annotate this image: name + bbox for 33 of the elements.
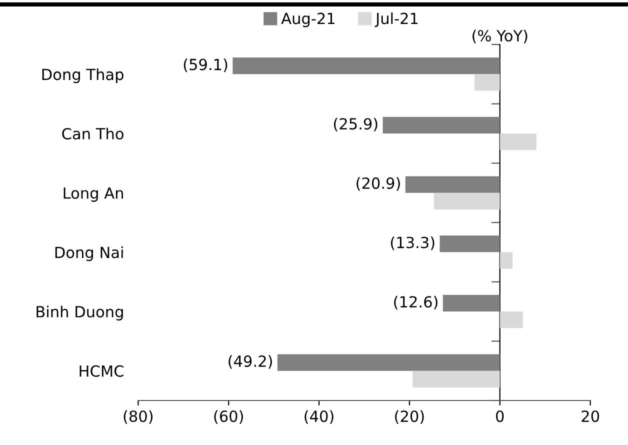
- bar: [277, 354, 500, 371]
- x-tick-label: (80): [124, 410, 153, 424]
- bar: [474, 74, 500, 91]
- data-label: (20.9): [356, 177, 400, 191]
- y-tick-label: Can Tho: [62, 128, 124, 140]
- data-label: (59.1): [184, 58, 228, 72]
- y-tick-label: Binh Duong: [36, 306, 123, 320]
- y-tick-label: Dong Thap: [42, 68, 124, 84]
- data-label: (13.3): [390, 236, 434, 250]
- x-tick-label: 0: [496, 410, 504, 422]
- bar: [500, 312, 523, 328]
- x-tick-label: (40): [304, 410, 334, 424]
- bar: [405, 176, 500, 193]
- bar: [442, 294, 500, 312]
- x-tick-label: (20): [395, 410, 424, 424]
- bar: [500, 252, 513, 269]
- x-tick-label: 20: [582, 410, 600, 422]
- bar: [382, 116, 500, 134]
- bar: [440, 236, 500, 252]
- bar: [412, 370, 500, 388]
- x-tick-label: (60): [214, 410, 243, 424]
- data-label: (25.9): [334, 118, 378, 132]
- y-tick-label: Dong Nai: [55, 246, 123, 262]
- legend-label: Aug-21: [281, 12, 334, 28]
- bar: [434, 192, 500, 210]
- data-label: (49.2): [228, 355, 272, 369]
- bar: [500, 134, 537, 150]
- text: (% YoY): [472, 30, 528, 44]
- y-tick-label: HCMC: [80, 365, 124, 377]
- legend-label: Jul-21: [374, 12, 418, 28]
- bar: [232, 58, 500, 74]
- y-tick-label: Long An: [64, 188, 123, 202]
- data-label: (12.6): [394, 296, 438, 310]
